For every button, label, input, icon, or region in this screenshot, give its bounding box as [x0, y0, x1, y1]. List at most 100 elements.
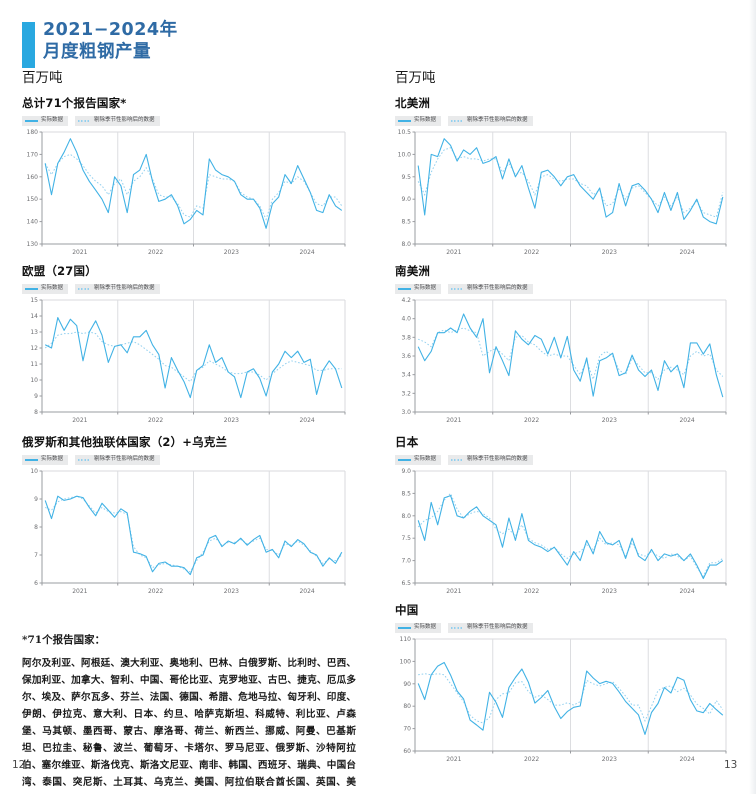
svg-text:2023: 2023 — [224, 249, 239, 256]
svg-text:2021: 2021 — [446, 249, 461, 256]
svg-text:2024: 2024 — [299, 249, 314, 256]
svg-text:2023: 2023 — [602, 417, 617, 424]
svg-text:3.4: 3.4 — [401, 372, 411, 379]
svg-text:10: 10 — [30, 377, 38, 384]
svg-text:2021: 2021 — [446, 588, 461, 595]
svg-text:7: 7 — [34, 552, 38, 559]
svg-text:2024: 2024 — [679, 249, 694, 256]
legend-item-actual: 实际数据 — [395, 284, 442, 294]
svg-text:2021: 2021 — [72, 249, 87, 256]
svg-text:2023: 2023 — [602, 588, 617, 595]
svg-text:2023: 2023 — [602, 249, 617, 256]
footnote-countries: 阿尔及利亚、阿根廷、澳大利亚、奥地利、巴林、白俄罗斯、比利时、巴西、保加利亚、加… — [22, 658, 356, 789]
line-chart: 130 140 150 160 170 180 2021 2022 2023 2024 — [27, 129, 346, 256]
chart-title: 北美洲 — [395, 96, 431, 110]
svg-text:7.0: 7.0 — [401, 558, 411, 565]
footnote-heading: *71个报告国家： — [22, 634, 106, 646]
svg-text:12: 12 — [30, 345, 38, 352]
accent-bar — [22, 22, 35, 68]
legend-actual-label: 实际数据 — [414, 117, 437, 124]
legend-item-adjusted: 剔除季节性影响后的数据 — [75, 455, 160, 465]
svg-text:90: 90 — [403, 681, 411, 688]
svg-text:3.0: 3.0 — [401, 409, 411, 416]
svg-text:80: 80 — [403, 703, 411, 710]
page-title-line2: 月度粗钢产量 — [43, 41, 151, 62]
svg-text:140: 140 — [27, 219, 39, 226]
chart-total-71: 总计71个报告国家* 实际数据 剔除季节性影响后的数据 130 140 150 160… — [22, 95, 348, 258]
adjusted-line-swatch — [78, 120, 92, 122]
chart-north-america: 北美洲 实际数据 剔除季节性影响后的数据 8.0 8.5 9.0 9.5 10.0 10.… — [395, 95, 729, 258]
legend-item-adjusted: 剔除季节性影响后的数据 — [448, 284, 533, 294]
chart-title: 南美洲 — [395, 264, 431, 278]
line-chart: 6 7 8 9 10 2021 2022 2023 2024 — [30, 468, 346, 595]
svg-text:3.6: 3.6 — [401, 353, 411, 360]
legend-item-actual: 实际数据 — [395, 116, 442, 126]
legend-actual-label: 实际数据 — [414, 624, 437, 631]
legend-item-actual: 实际数据 — [395, 623, 442, 633]
chart-legend: 实际数据 剔除季节性影响后的数据 — [22, 284, 348, 294]
chart-title: 俄罗斯和其他独联体国家（2）+乌克兰 — [22, 435, 228, 449]
svg-text:2024: 2024 — [679, 588, 694, 595]
svg-text:2021: 2021 — [72, 588, 87, 595]
legend-actual-label: 实际数据 — [41, 117, 64, 124]
svg-text:2023: 2023 — [602, 756, 617, 763]
svg-text:2022: 2022 — [524, 756, 539, 763]
legend-item-actual: 实际数据 — [22, 284, 69, 294]
legend-item-actual: 实际数据 — [22, 455, 69, 465]
legend-adjusted-label: 剔除季节性影响后的数据 — [467, 624, 528, 631]
actual-line-swatch — [398, 120, 411, 122]
legend-item-adjusted: 剔除季节性影响后的数据 — [448, 455, 533, 465]
svg-text:170: 170 — [27, 151, 39, 158]
line-chart: 6.5 7.0 7.5 8.0 8.5 9.0 2021 2022 2023 2024 — [401, 468, 727, 595]
svg-text:9: 9 — [34, 393, 38, 400]
chart-legend: 实际数据 剔除季节性影响后的数据 — [22, 116, 348, 126]
line-chart: 8.0 8.5 9.0 9.5 10.0 10.5 2021 2022 2023 2024 — [398, 129, 727, 256]
svg-text:2021: 2021 — [446, 417, 461, 424]
legend-adjusted-label: 剔除季节性影响后的数据 — [94, 117, 155, 124]
footnote: *71个报告国家： 阿尔及利亚、阿根廷、澳大利亚、奥地利、巴林、白俄罗斯、比利时… — [22, 632, 356, 794]
legend-adjusted-label: 剔除季节性影响后的数据 — [94, 285, 155, 292]
svg-text:8: 8 — [34, 409, 38, 416]
chart-legend: 实际数据 剔除季节性影响后的数据 — [395, 455, 729, 465]
svg-text:2022: 2022 — [148, 588, 163, 595]
page-number-left: 12 — [12, 759, 26, 771]
svg-text:2022: 2022 — [524, 417, 539, 424]
chart-legend: 实际数据 剔除季节性影响后的数据 — [22, 455, 348, 465]
chart-russia-cis-ukraine: 俄罗斯和其他独联体国家（2）+乌克兰 实际数据 剔除季节性影响后的数据 6 7 8 9… — [22, 434, 348, 597]
page-number-right: 13 — [724, 759, 738, 771]
svg-text:9.5: 9.5 — [401, 174, 411, 181]
legend-adjusted-label: 剔除季节性影响后的数据 — [467, 117, 528, 124]
svg-text:2022: 2022 — [524, 588, 539, 595]
unit-label-left: 百万吨 — [22, 70, 63, 86]
svg-text:9.0: 9.0 — [401, 196, 411, 203]
chart-title: 总计71个报告国家* — [22, 96, 127, 110]
adjusted-line-swatch — [451, 459, 465, 461]
legend-item-adjusted: 剔除季节性影响后的数据 — [75, 284, 160, 294]
chart-south-america: 南美洲 实际数据 剔除季节性影响后的数据 3.0 3.2 3.4 3.6 3.8 4.0 4… — [395, 263, 729, 426]
chart-title: 中国 — [395, 603, 419, 617]
svg-text:160: 160 — [27, 174, 39, 181]
svg-text:9.0: 9.0 — [401, 468, 411, 475]
svg-text:2024: 2024 — [299, 417, 314, 424]
actual-line-swatch — [25, 288, 38, 290]
chart-legend: 实际数据 剔除季节性影响后的数据 — [395, 284, 729, 294]
adjusted-line-swatch — [78, 288, 92, 290]
svg-text:6.5: 6.5 — [401, 580, 411, 587]
chart-eu27: 欧盟（27国） 实际数据 剔除季节性影响后的数据 8 9 10 11 12 13 14 15 2… — [22, 263, 348, 426]
svg-text:8.0: 8.0 — [401, 513, 411, 520]
svg-text:2023: 2023 — [224, 417, 239, 424]
svg-text:2024: 2024 — [679, 756, 694, 763]
chart-title: 欧盟（27国） — [22, 264, 97, 278]
chart-legend: 实际数据 剔除季节性影响后的数据 — [395, 623, 729, 633]
svg-text:180: 180 — [27, 129, 39, 136]
adjusted-line-swatch — [451, 120, 465, 122]
actual-line-swatch — [398, 627, 411, 629]
svg-text:100: 100 — [400, 658, 412, 665]
svg-text:60: 60 — [403, 748, 411, 755]
svg-text:2023: 2023 — [224, 588, 239, 595]
legend-actual-label: 实际数据 — [414, 285, 437, 292]
legend-item-adjusted: 剔除季节性影响后的数据 — [75, 116, 160, 126]
svg-text:7.5: 7.5 — [401, 535, 411, 542]
svg-text:70: 70 — [403, 726, 411, 733]
